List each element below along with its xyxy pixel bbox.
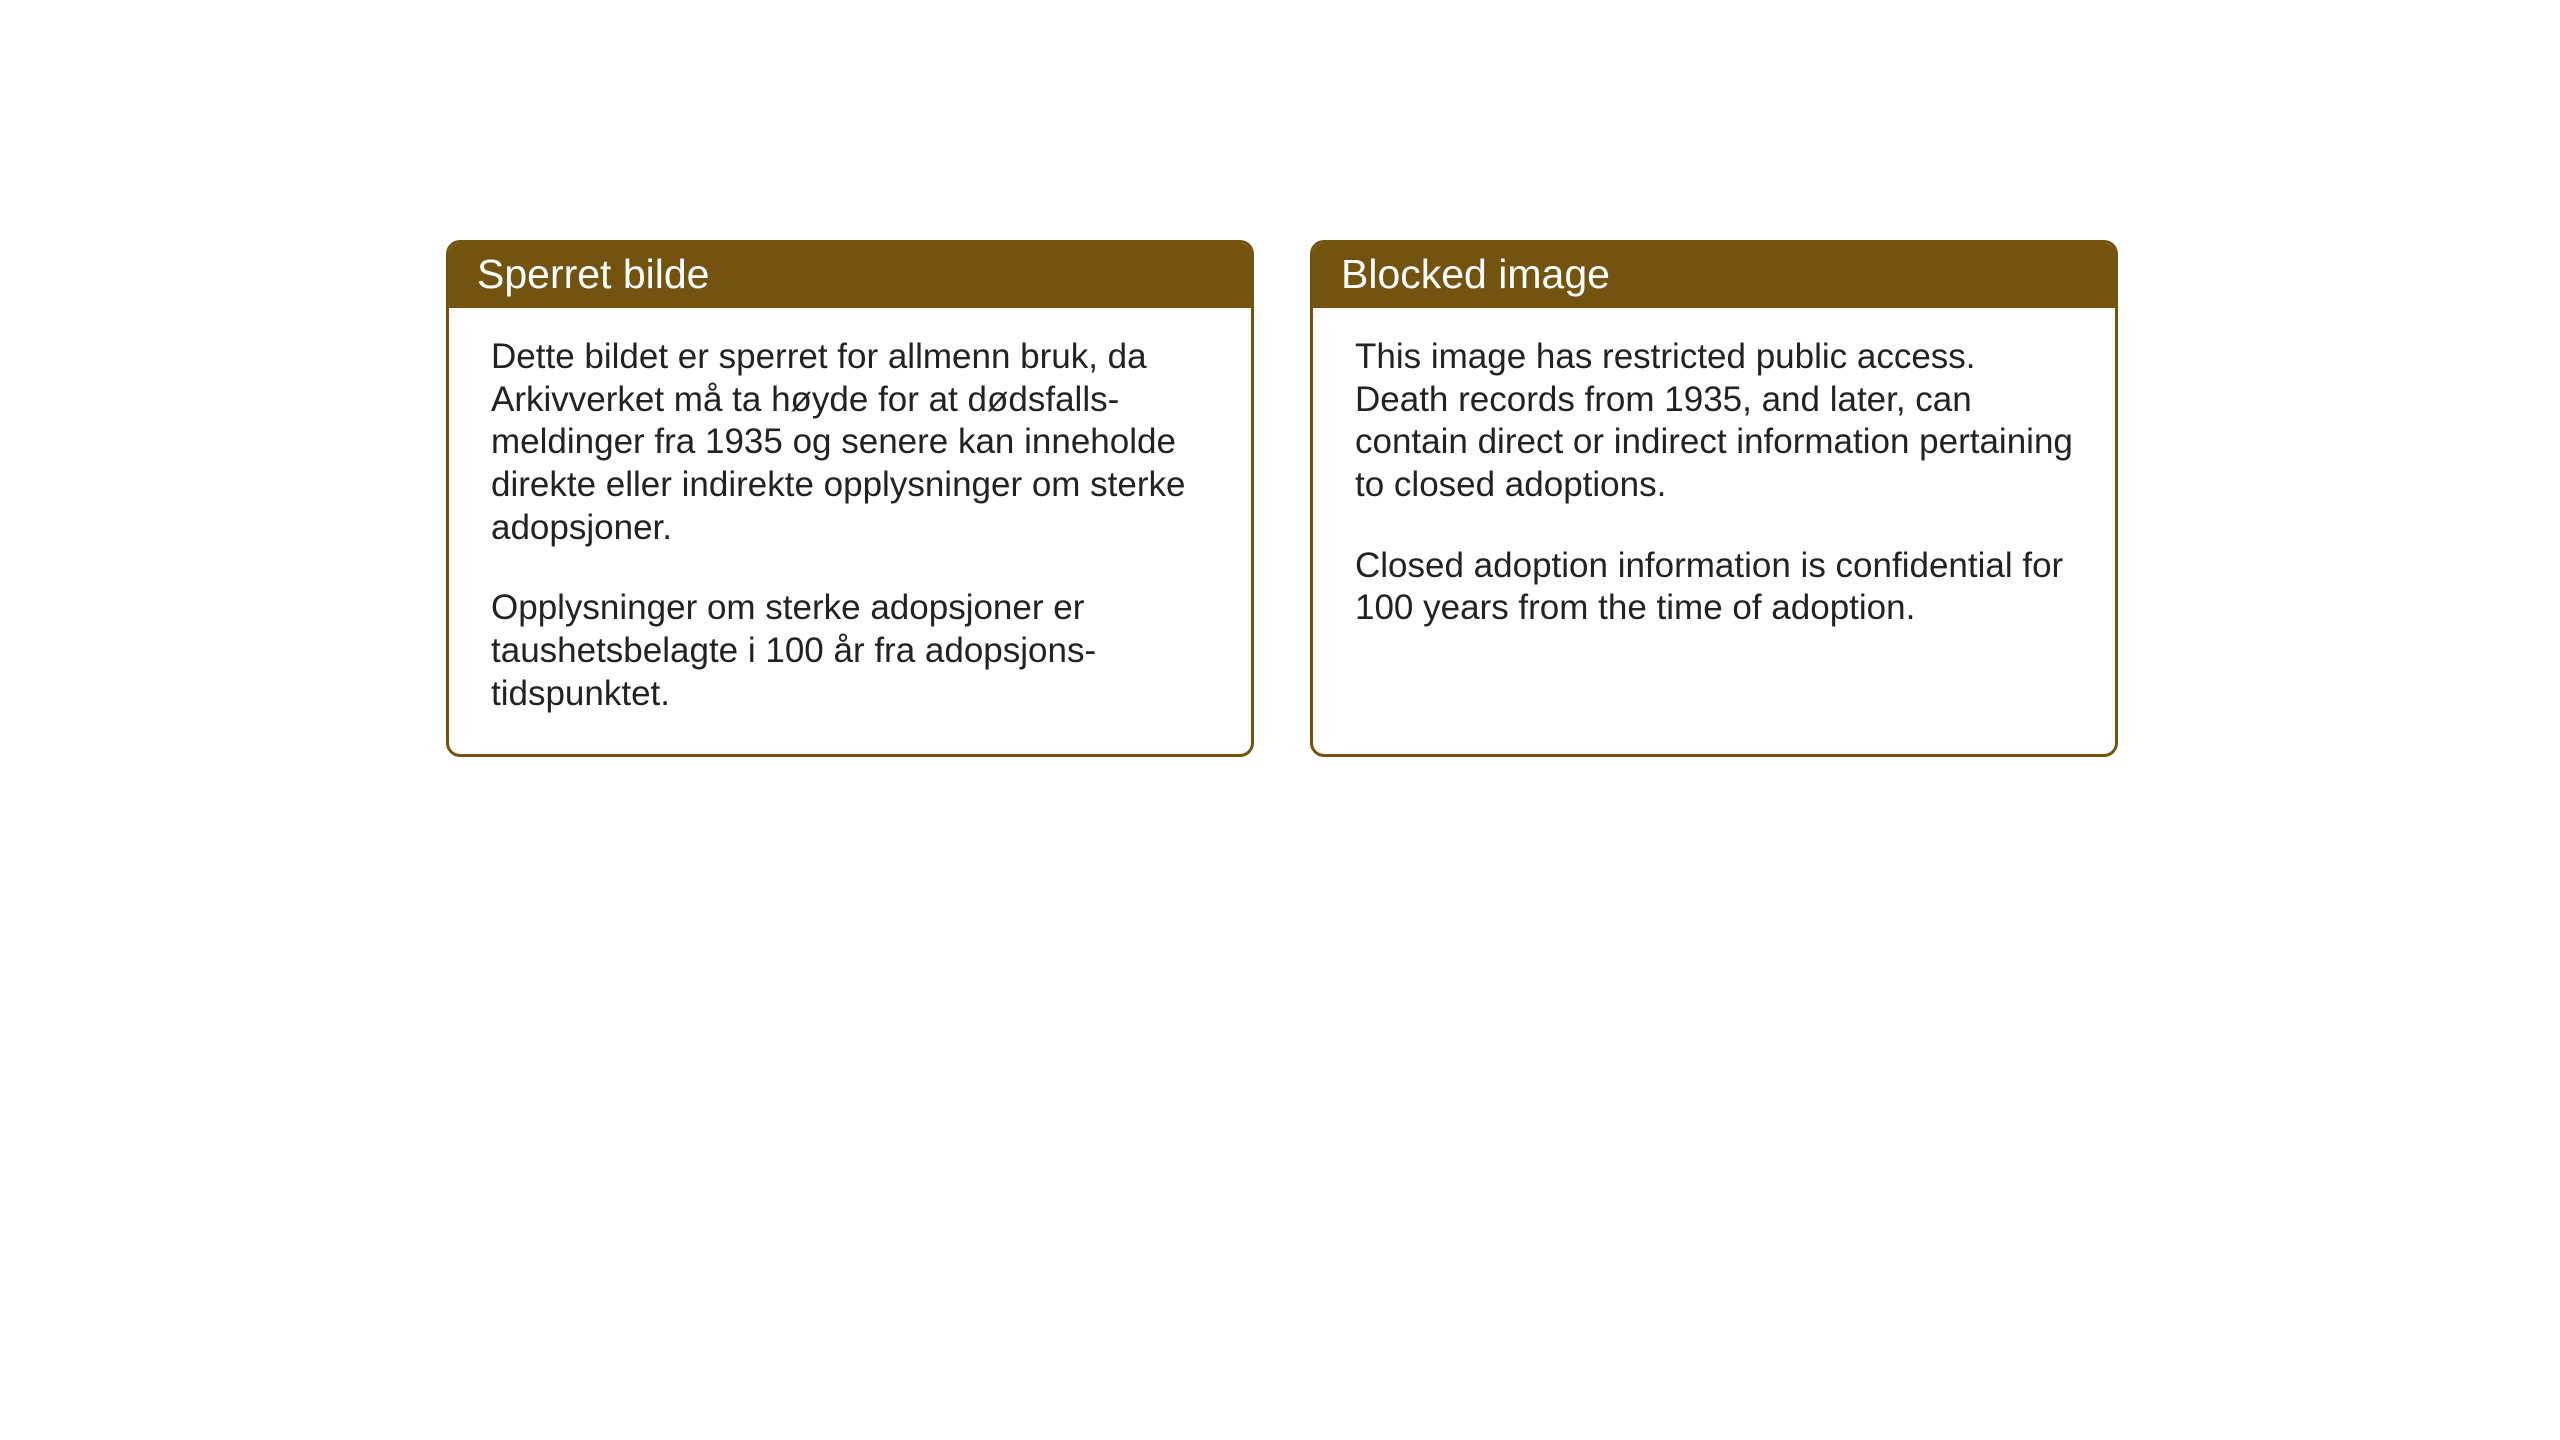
notice-box-english: Blocked image This image has restricted … <box>1310 240 2118 757</box>
notice-paragraph-2-norwegian: Opplysninger om sterke adopsjoner er tau… <box>491 587 1209 715</box>
notice-header-english: Blocked image <box>1313 243 2115 308</box>
notice-paragraph-1-english: This image has restricted public access.… <box>1355 336 2073 507</box>
notice-paragraph-2-english: Closed adoption information is confident… <box>1355 545 2073 630</box>
notice-header-norwegian: Sperret bilde <box>449 243 1251 308</box>
notice-container: Sperret bilde Dette bildet er sperret fo… <box>446 240 2118 757</box>
notice-box-norwegian: Sperret bilde Dette bildet er sperret fo… <box>446 240 1254 757</box>
notice-body-english: This image has restricted public access.… <box>1313 308 2115 754</box>
notice-body-norwegian: Dette bildet er sperret for allmenn bruk… <box>449 308 1251 754</box>
notice-paragraph-1-norwegian: Dette bildet er sperret for allmenn bruk… <box>491 336 1209 549</box>
